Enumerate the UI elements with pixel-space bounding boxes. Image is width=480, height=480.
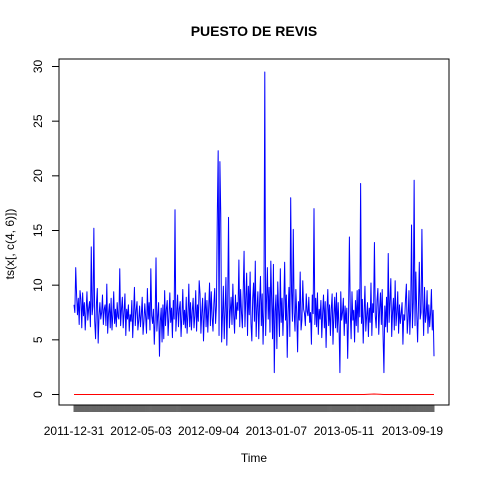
x-tick-label: 2012-09-04 (178, 424, 240, 438)
x-axis-label: Time (241, 451, 268, 465)
y-tick-label: 15 (31, 224, 45, 238)
y-tick-label: 5 (31, 336, 45, 343)
y-axis-label: ts(x[, c(4, 6)]) (3, 209, 17, 280)
y-tick-label: 25 (31, 114, 45, 128)
y-tick-label: 10 (31, 278, 45, 292)
y-tick-label: 30 (31, 60, 45, 74)
y-tick-label: 0 (31, 391, 45, 398)
x-tick-label: 2013-01-07 (246, 424, 308, 438)
y-tick-label: 20 (31, 169, 45, 183)
plot-frame (58, 58, 450, 406)
x-tick-label: 2012-05-03 (110, 424, 172, 438)
y-axis: 0 5 10 15 20 25 30 (31, 60, 60, 398)
series-layer (73, 71, 435, 395)
x-tick-label: 2013-05-11 (314, 424, 375, 438)
series-line-0 (73, 71, 435, 374)
x-axis: 2011-12-31 2012-05-03 2012-09-04 2013-01-07… (44, 404, 444, 438)
chart-title: PUESTO DE REVIS (191, 23, 318, 39)
x-tick-label: 2013-09-19 (382, 424, 444, 438)
x-tick-label: 2011-12-31 (44, 424, 105, 438)
series-line-1 (74, 393, 434, 395)
